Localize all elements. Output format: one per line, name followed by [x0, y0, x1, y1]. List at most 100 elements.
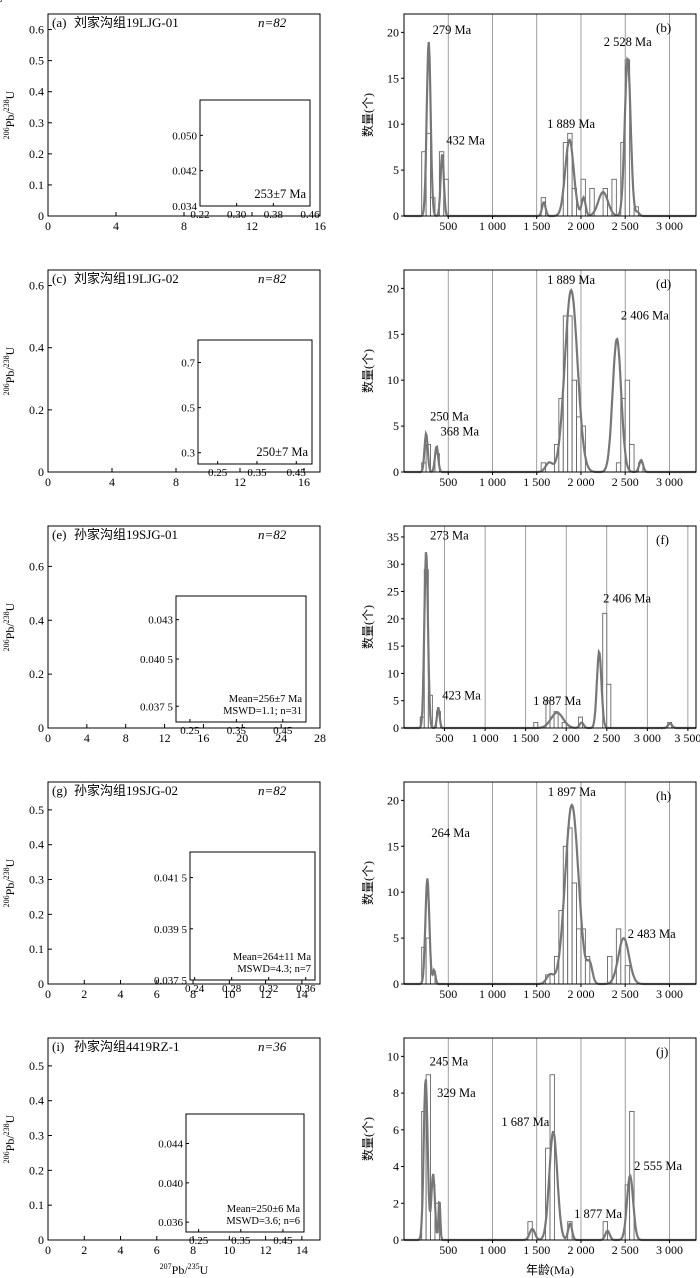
y-axis-label: 数量(个)	[360, 605, 375, 649]
age-label: 600	[0, 0, 18, 3]
peak-age-label: 279 Ma	[433, 23, 472, 37]
peak-age-label: 2 406 Ma	[621, 309, 669, 323]
y-tick-label: 5	[393, 931, 399, 945]
sample-title: 刘家沟组19LJG-02	[74, 271, 179, 286]
panel-letter: (h)	[656, 788, 671, 803]
inset-y-tick-label: 0.043	[148, 615, 173, 627]
histogram-bar	[606, 683, 612, 729]
inset-plot: 0.250.350.450.037 50.040 50.043240256264…	[140, 595, 307, 737]
y-tick-label: 4	[393, 1160, 399, 1174]
x-tick-label: 2 000	[567, 475, 594, 489]
inset-x-tick-label: 0.25	[189, 1235, 209, 1247]
y-tick-label: 0.2	[29, 907, 44, 921]
peak-age-label: 432 Ma	[446, 133, 485, 147]
y-tick-label: 10	[387, 117, 399, 131]
y-tick-label: 10	[387, 1049, 399, 1063]
inset-y-tick-label: 0.034	[172, 201, 197, 213]
n-label: n=36	[258, 1039, 287, 1054]
x-tick-label: 500	[436, 731, 454, 745]
age-label: 1 000	[0, 0, 27, 3]
y-tick-label: 0.1	[29, 1198, 44, 1212]
inset-result-text: Mean=256±7 Ma	[229, 694, 303, 705]
inset-plot: 0.220.300.380.460.0340.0420.050230330253…	[172, 99, 320, 221]
y-axis-label: 206Pb/238U	[2, 346, 17, 395]
y-tick-label: 30	[387, 557, 399, 571]
inset-y-tick-label: 0.041 5	[154, 873, 188, 885]
x-tick-label: 0	[45, 1243, 51, 1257]
peak-age-label: 245 Ma	[430, 1055, 469, 1069]
panel-letter: (g)	[52, 783, 67, 798]
inset-result-text: MSWD=1.1; n=31	[223, 706, 302, 717]
sample-title: 刘家沟组19LJG-01	[74, 15, 179, 30]
x-axis-label: 207Pb/235U	[160, 1262, 209, 1277]
x-tick-label: 10	[223, 987, 235, 1001]
peak-age-label: 368 Ma	[441, 424, 480, 438]
x-tick-label: 8	[173, 475, 179, 489]
x-tick-label: 1 000	[472, 731, 499, 745]
inset-x-tick-label: 0.35	[231, 1235, 251, 1247]
x-tick-label: 3 000	[656, 987, 683, 1001]
inset-x-tick-label: 0.45	[273, 725, 293, 737]
x-tick-label: 10	[223, 1243, 235, 1257]
concordia-frame	[47, 1037, 321, 1241]
x-tick-label: 14	[296, 987, 308, 1001]
concordia-plot-0: 0 4 8 12 16 0 0.1 0.2 0.3 0.4 0.5 0.6 206Pb/238U 6001…	[0, 0, 326, 233]
panel-letter: (e)	[52, 527, 66, 542]
y-tick-label: 35	[387, 530, 399, 544]
n-label: n=82	[258, 527, 287, 542]
y-tick-label: 0.4	[29, 341, 44, 355]
y-tick-label: 0.2	[29, 147, 44, 161]
y-tick-label: 0.6	[29, 23, 44, 37]
inset-y-tick-label: 0.039 5	[154, 924, 188, 936]
x-tick-label: 2 500	[612, 475, 639, 489]
x-tick-label: 1 500	[512, 731, 539, 745]
y-tick-label: 0.4	[29, 85, 44, 99]
peak-age-label: 264 Ma	[431, 826, 470, 840]
y-axis-label: 206Pb/238U	[2, 858, 17, 907]
y-tick-label: 5	[393, 419, 399, 433]
peak-age-label: 1 889 Ma	[547, 117, 595, 131]
age-label: 600	[0, 0, 18, 3]
histogram-plot-1: 500 1 000 1 500 2 000 2 500 3 000 0 5 10 15 20 数量(个…	[360, 269, 697, 489]
x-tick-label: 4	[109, 475, 115, 489]
y-tick-label: 15	[387, 639, 399, 653]
y-tick-label: 10	[387, 373, 399, 387]
inset-x-tick-label: 0.35	[247, 467, 267, 479]
age-label: 1 000	[0, 0, 27, 3]
peak-age-label: 1 887 Ma	[533, 694, 581, 708]
y-tick-label: 20	[387, 793, 399, 807]
x-tick-label: 4	[113, 219, 119, 233]
x-tick-label: 4	[118, 987, 124, 1001]
y-axis-label: 206Pb/238U	[2, 602, 17, 651]
y-tick-label: 0	[38, 465, 44, 479]
concordia-plot-3: 0246810121400.10.20.30.40.5206Pb/238U600…	[0, 0, 321, 1001]
inset-frame	[199, 99, 311, 207]
y-tick-label: 0.1	[29, 942, 44, 956]
x-tick-label: 500	[439, 475, 457, 489]
inset-result-text: MSWD=4.3; n=7	[237, 964, 311, 975]
histogram-plot-2: 500 1 000 1 500 2 000 2 500 3 000 3 500 0 5 10 15 2…	[360, 525, 700, 745]
y-tick-label: 0	[393, 1233, 399, 1247]
x-tick-label: 2	[81, 1243, 87, 1257]
y-axis-label: 206Pb/238U	[2, 1114, 17, 1163]
inset-x-tick-label: 0.22	[190, 209, 209, 221]
y-tick-label: 25	[387, 585, 399, 599]
peak-age-label: 1 897 Ma	[548, 785, 596, 799]
histogram-bar	[567, 827, 573, 985]
panel-letter: (a)	[52, 15, 66, 30]
x-tick-label: 1 000	[479, 219, 506, 233]
inset-x-tick-label: 0.45	[273, 1235, 293, 1247]
x-axis-label: 年龄(Ma)	[526, 1263, 574, 1277]
x-tick-label: 8	[123, 731, 129, 745]
x-tick-label: 8	[181, 219, 187, 233]
peak-age-label: 250 Ma	[430, 410, 469, 424]
inset-y-tick-label: 0.037 5	[154, 975, 188, 987]
y-tick-label: 0.3	[29, 1129, 44, 1143]
x-tick-label: 2 000	[567, 987, 594, 1001]
y-tick-label: 0.3	[29, 116, 44, 130]
x-tick-label: 2 500	[612, 1243, 639, 1257]
x-tick-label: 1 500	[523, 987, 550, 1001]
age-label: 1 000	[0, 0, 27, 3]
histogram-frame	[403, 525, 697, 729]
